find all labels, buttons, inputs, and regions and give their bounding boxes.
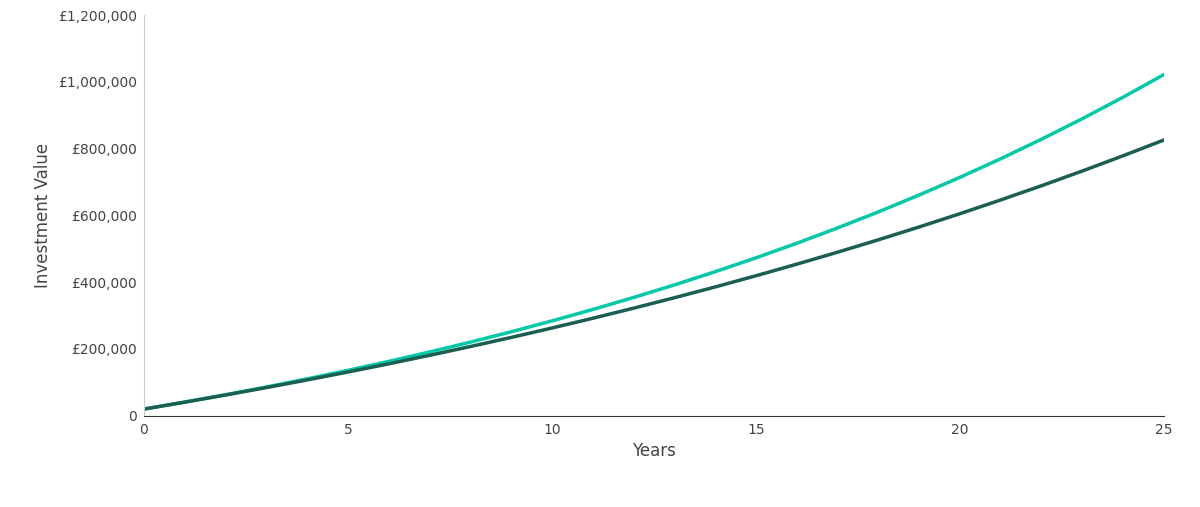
2% fee xyxy=(871,237,886,243)
2% fee xyxy=(545,325,559,331)
2% fee xyxy=(1034,183,1049,189)
2% fee xyxy=(708,284,722,290)
X-axis label: Years: Years xyxy=(632,442,676,460)
2% fee xyxy=(1116,153,1130,159)
0.5% fee xyxy=(871,209,886,215)
0.5% fee xyxy=(178,399,192,405)
2% fee xyxy=(830,249,845,255)
0.5% fee xyxy=(545,318,559,324)
2% fee xyxy=(626,305,641,311)
2% fee xyxy=(749,273,763,279)
Line: 0.5% fee: 0.5% fee xyxy=(144,75,1164,409)
0.5% fee xyxy=(1075,116,1090,122)
0.5% fee xyxy=(749,255,763,261)
0.5% fee xyxy=(912,192,926,198)
0.5% fee xyxy=(1116,94,1130,100)
2% fee xyxy=(1075,168,1090,174)
Legend: 0.5% fee, 2% fee: 0.5% fee, 2% fee xyxy=(233,501,514,507)
0.5% fee xyxy=(626,295,641,301)
2% fee xyxy=(463,343,478,349)
0.5% fee xyxy=(218,391,233,397)
0.5% fee xyxy=(1034,136,1049,142)
2% fee xyxy=(382,361,396,367)
2% fee xyxy=(667,295,682,301)
2% fee xyxy=(218,392,233,398)
2% fee xyxy=(422,352,437,358)
0.5% fee xyxy=(341,367,355,373)
2% fee xyxy=(953,210,967,216)
0.5% fee xyxy=(422,349,437,355)
2% fee xyxy=(912,224,926,230)
2% fee xyxy=(300,377,314,383)
0.5% fee xyxy=(137,406,151,412)
0.5% fee xyxy=(994,156,1008,162)
0.5% fee xyxy=(667,282,682,288)
2% fee xyxy=(259,385,274,391)
0.5% fee xyxy=(586,306,600,312)
0.5% fee xyxy=(1157,71,1171,78)
2% fee xyxy=(994,197,1008,203)
2% fee xyxy=(341,369,355,375)
0.5% fee xyxy=(463,339,478,345)
2% fee xyxy=(586,315,600,321)
2% fee xyxy=(178,399,192,405)
0.5% fee xyxy=(830,225,845,231)
2% fee xyxy=(790,261,804,267)
2% fee xyxy=(1157,137,1171,143)
0.5% fee xyxy=(382,358,396,365)
0.5% fee xyxy=(708,269,722,275)
0.5% fee xyxy=(300,376,314,382)
0.5% fee xyxy=(259,384,274,390)
0.5% fee xyxy=(790,240,804,246)
Line: 2% fee: 2% fee xyxy=(144,140,1164,409)
2% fee xyxy=(137,406,151,412)
2% fee xyxy=(504,335,518,341)
0.5% fee xyxy=(953,174,967,180)
0.5% fee xyxy=(504,329,518,335)
Y-axis label: Investment Value: Investment Value xyxy=(35,143,53,288)
